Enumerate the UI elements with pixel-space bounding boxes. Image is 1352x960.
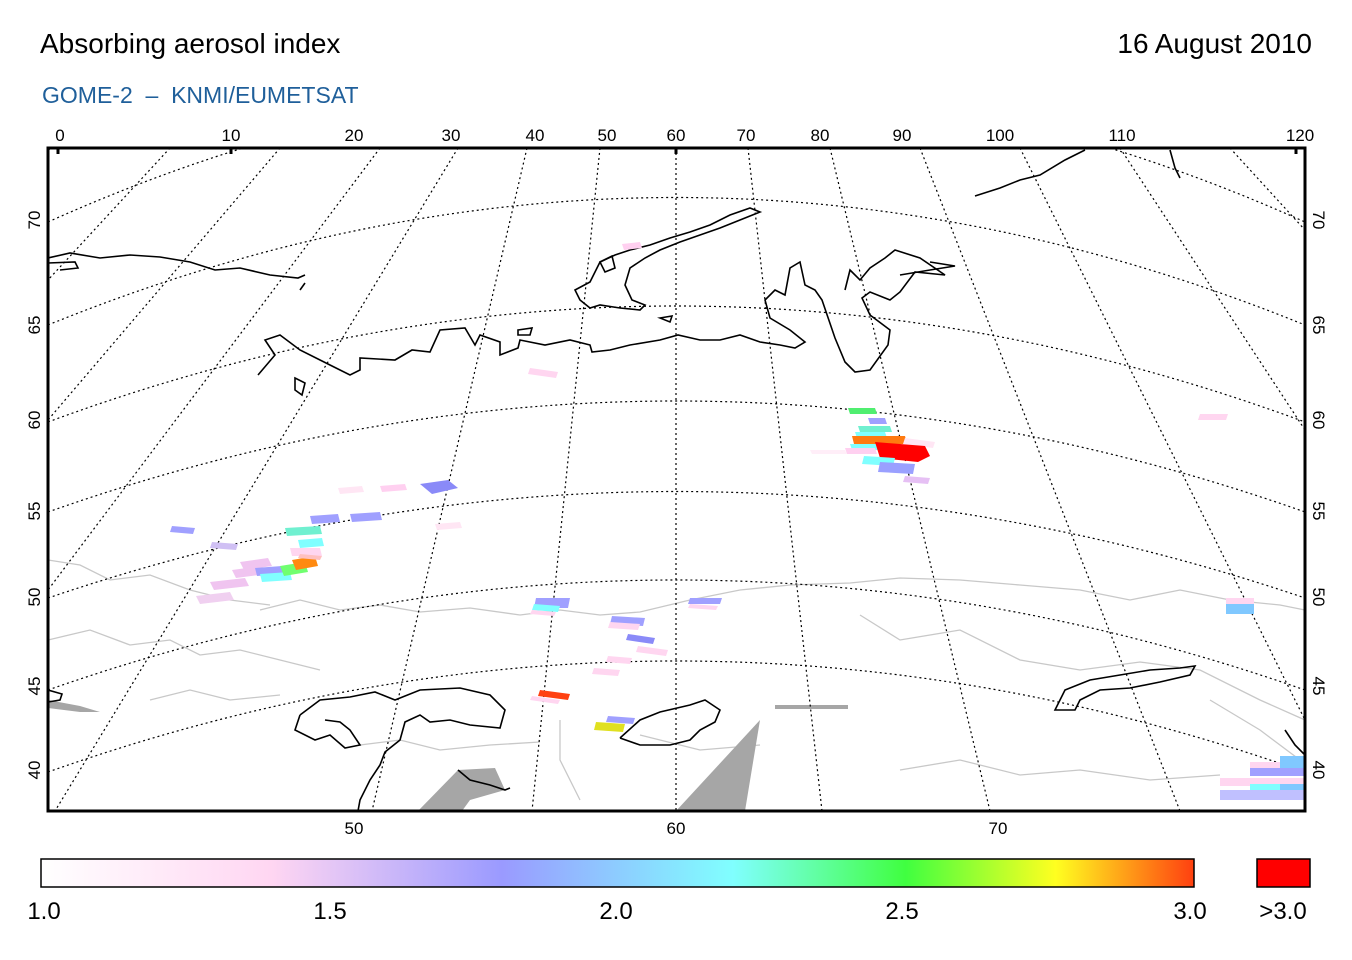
lon-label-30: 30 [442, 126, 461, 145]
lat-label-right-45: 45 [1309, 677, 1328, 696]
graticule-parallels [48, 148, 1305, 773]
lat-label-right-40: 40 [1309, 761, 1328, 780]
lon-label-110: 110 [1108, 126, 1135, 145]
lon-label-50: 50 [598, 126, 617, 145]
graticule-meridians [48, 148, 1305, 811]
lon-label-100: 100 [986, 126, 1014, 145]
lon-label-10: 10 [222, 126, 241, 145]
lat-label-right-60: 60 [1309, 411, 1328, 430]
map-title: Absorbing aerosol index [40, 28, 341, 59]
colorbar-label-2-0: 2.0 [599, 898, 633, 925]
colorbar-label-1-0: 1.0 [27, 898, 61, 925]
colorbar-label-3-0: 3.0 [1173, 898, 1207, 925]
lon-label-120: 120 [1286, 126, 1314, 145]
lat-label-right-65: 65 [1309, 316, 1328, 335]
right-latitude-labels: 70 65 60 55 50 45 40 [1309, 211, 1328, 780]
lat-label-left-65: 65 [25, 316, 44, 335]
frame-ticks [56, 148, 1298, 154]
map-date: 16 August 2010 [1117, 28, 1312, 59]
lat-label-right-55: 55 [1309, 502, 1328, 521]
bottom-lon-label-60: 60 [667, 819, 686, 838]
bottom-longitude-labels: 50 60 70 [345, 819, 1008, 838]
coastlines [48, 149, 1305, 811]
lat-label-left-55: 55 [25, 502, 44, 521]
colorbar-overflow-label: >3.0 [1259, 898, 1307, 925]
lon-label-80: 80 [811, 126, 830, 145]
left-latitude-labels: 70 65 60 55 50 45 40 [25, 211, 44, 780]
top-longitude-labels: 0 10 20 30 40 50 60 70 80 90 100 110 120 [55, 126, 1314, 145]
colorbar-overflow-swatch [1256, 858, 1311, 888]
lon-label-40: 40 [526, 126, 545, 145]
bottom-lon-label-70: 70 [989, 819, 1008, 838]
lon-label-90: 90 [893, 126, 912, 145]
map-content [48, 148, 1305, 811]
lat-label-left-70: 70 [25, 211, 44, 230]
lat-label-left-50: 50 [25, 588, 44, 607]
colorbar-label-1-5: 1.5 [313, 898, 347, 925]
lon-label-0: 0 [55, 126, 64, 145]
lat-label-left-45: 45 [25, 677, 44, 696]
map-subtitle: GOME-2 – KNMI/EUMETSAT [42, 82, 359, 108]
lat-label-right-70: 70 [1309, 211, 1328, 230]
colorbar [40, 858, 1195, 888]
bottom-lon-label-50: 50 [345, 819, 364, 838]
colorbar-label-2-5: 2.5 [885, 898, 919, 925]
lon-label-60: 60 [667, 126, 686, 145]
lat-label-left-60: 60 [25, 411, 44, 430]
lon-label-20: 20 [345, 126, 364, 145]
no-data-areas [48, 700, 848, 811]
lon-label-70: 70 [737, 126, 756, 145]
lat-label-left-40: 40 [25, 761, 44, 780]
lat-label-right-50: 50 [1309, 588, 1328, 607]
aerosol-pixels [170, 242, 1305, 800]
country-borders [48, 559, 1305, 801]
